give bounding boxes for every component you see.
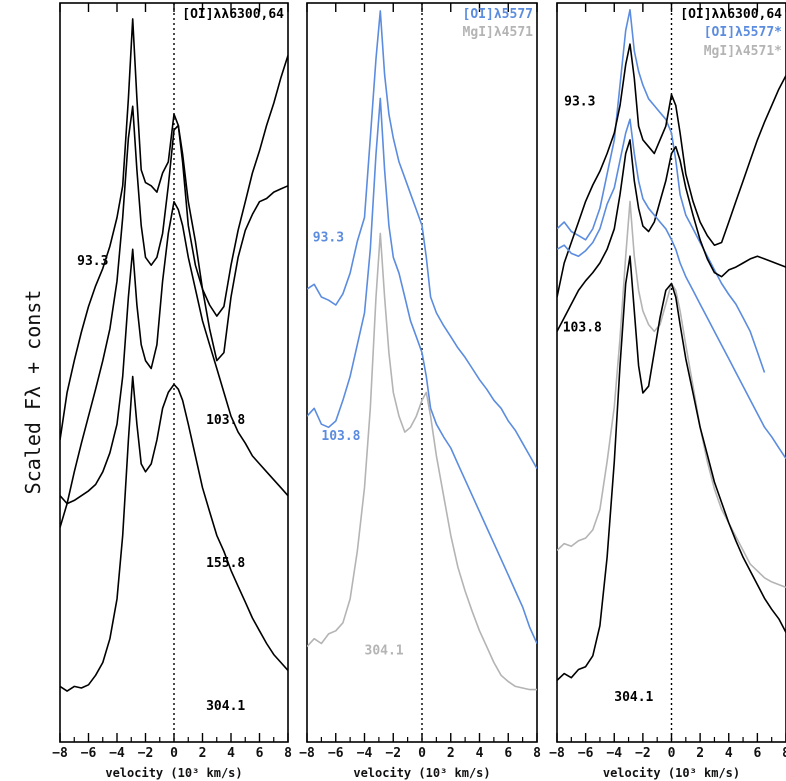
spectrum-line-93-3: [60, 18, 288, 441]
epoch-label: 304.1: [365, 644, 404, 659]
x-tick-label: 2: [447, 746, 455, 761]
legend-entry: MgI]λ4571: [463, 25, 534, 40]
x-tick-label: 0: [170, 746, 178, 761]
panel-middle: −8 −6 −4 −2 0 2 4 6 8 velocity (10³ km/s) 93.3 103.…: [299, 2, 541, 780]
x-tick-label: −2: [635, 746, 651, 761]
x-tick-label: 0: [668, 746, 676, 761]
epoch-label: 93.3: [77, 254, 108, 269]
x-tick-label: 0: [418, 746, 426, 761]
x-tick-label: 6: [753, 746, 761, 761]
x-tick-label: 4: [725, 746, 733, 761]
legend-entry: [OI]λλ6300,64: [680, 7, 782, 22]
spectrum-line-93-3: [557, 43, 786, 298]
x-tick-label: −6: [578, 746, 594, 761]
x-axis-label: velocity (10³ km/s): [603, 766, 740, 780]
legend-entry: [OI]λλ6300,64: [182, 7, 284, 22]
y-axis-label: Scaled Fλ + const: [21, 290, 45, 495]
x-tick-label: −8: [299, 746, 315, 761]
x-tick-label: 6: [256, 746, 264, 761]
spectrum-line-304-1: [307, 232, 537, 691]
legend-entry: [OI]λ5577: [463, 7, 533, 22]
epoch-label: 93.3: [313, 230, 344, 245]
spectrum-line-304-1: [557, 255, 786, 681]
x-tick-label: −4: [357, 746, 373, 761]
x-tick-label: −4: [606, 746, 622, 761]
x-tick-label: −2: [385, 746, 401, 761]
epoch-label: 93.3: [564, 95, 595, 110]
x-tick-label: 2: [696, 746, 704, 761]
spectrum-line-304-1: [557, 200, 786, 589]
epoch-label: 103.8: [206, 413, 245, 428]
x-tick-label: −6: [328, 746, 344, 761]
x-tick-label: −2: [138, 746, 154, 761]
spectrum-line-103-8: [307, 97, 537, 644]
series-group: [60, 18, 288, 692]
x-tick-label: −8: [52, 746, 68, 761]
legend-entry: [OI]λ5577*: [704, 25, 782, 40]
epoch-label: 304.1: [614, 690, 653, 705]
x-axis-label: velocity (10³ km/s): [353, 766, 490, 780]
x-tick-label: 2: [199, 746, 207, 761]
epoch-label: 155.8: [206, 556, 245, 571]
x-tick-label: −8: [549, 746, 565, 761]
x-tick-label: −4: [109, 746, 125, 761]
x-axis-label: velocity (10³ km/s): [105, 766, 242, 780]
x-tick-label: 4: [227, 746, 235, 761]
epoch-label: 304.1: [206, 699, 245, 714]
epoch-label: 103.8: [563, 320, 602, 335]
panels: −8 −6 −4 −2 0 2 4 6 8 velocity (10³ km/s) 93.3 103.…: [52, 2, 786, 780]
spectrum-line-103-8: [557, 118, 786, 460]
spectrum-line-93-3: [557, 9, 766, 373]
x-tick-label: 6: [504, 746, 512, 761]
panel-right: −8 −6 −4 −2 0 2 4 6 8 velocity (10³ km/s) 93.3 103.…: [549, 2, 786, 780]
x-tick-label: −6: [81, 746, 97, 761]
panel-left: −8 −6 −4 −2 0 2 4 6 8 velocity (10³ km/s) 93.3 103.…: [52, 2, 292, 780]
epoch-label: 103.8: [321, 429, 360, 444]
x-tick-label: 8: [782, 746, 786, 761]
spectrum-line-103-8: [557, 139, 786, 332]
series-group: [307, 10, 537, 691]
x-tick-label: 8: [284, 746, 292, 761]
spectrum-line-103-8: [60, 105, 288, 528]
spectrum-line-93-3: [307, 10, 537, 469]
series-group: [557, 9, 786, 681]
x-tick-label: 4: [476, 746, 484, 761]
x-tick-label: 8: [533, 746, 541, 761]
spectrum-line-155-8: [60, 200, 288, 505]
legend-entry: MgI]λ4571*: [704, 44, 782, 59]
spectrum-line-304-1: [60, 375, 288, 692]
